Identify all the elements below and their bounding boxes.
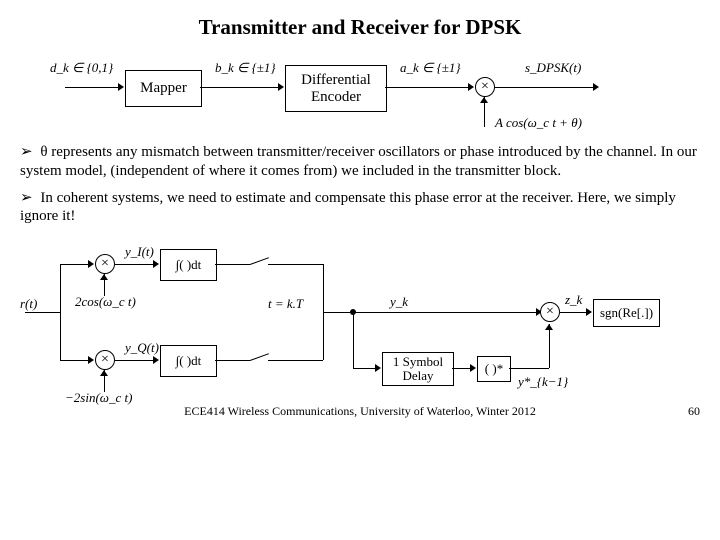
diff-encoder-box: Differential Encoder [285, 65, 387, 112]
para-coherent: ➢ In coherent systems, we need to estima… [20, 189, 700, 227]
mult-output-icon: × [540, 302, 560, 322]
ak-label: a_k ∈ {±1} [400, 60, 461, 76]
yk-label: y_k [390, 294, 408, 310]
para-theta: ➢ θ represents any mismatch between tran… [20, 143, 700, 181]
carrier-label: A cos(ω_c t + θ) [495, 115, 582, 131]
yq-label: y_Q(t) [125, 340, 159, 356]
mult-q-icon: × [95, 350, 115, 370]
zk-label: z_k [565, 292, 582, 308]
yk1-label: y*_{k−1} [518, 374, 568, 390]
transmitter-diagram: d_k ∈ {0,1} Mapper b_k ∈ {±1} Differenti… [50, 55, 650, 135]
sample-label: t = k.T [268, 296, 303, 312]
sgn-box: sgn(Re[.]) [593, 299, 660, 327]
rt-label: r(t) [20, 296, 37, 312]
conj-box: ( )* [477, 356, 511, 382]
delay-box: 1 Symbol Delay [382, 352, 454, 386]
integrator-i-box: ∫( )dt [160, 249, 217, 281]
page-title: Transmitter and Receiver for DPSK [20, 15, 700, 40]
cos-label: 2cos(ω_c t) [75, 294, 136, 310]
footer-text: ECE414 Wireless Communications, Universi… [20, 404, 700, 419]
mult-i-icon: × [95, 254, 115, 274]
bk-label: b_k ∈ {±1} [215, 60, 276, 76]
dk-label: d_k ∈ {0,1} [50, 60, 113, 76]
integrator-q-box: ∫( )dt [160, 345, 217, 377]
yi-label: y_I(t) [125, 244, 154, 260]
sdpsk-label: s_DPSK(t) [525, 60, 581, 76]
page-number: 60 [688, 404, 700, 419]
footer: ECE414 Wireless Communications, Universi… [20, 404, 700, 419]
mapper-box: Mapper [125, 70, 202, 107]
multiplier-icon: × [475, 77, 495, 97]
receiver-diagram: r(t) × 2cos(ω_c t) × −2sin(ω_c t) y_I(t)… [20, 234, 660, 404]
